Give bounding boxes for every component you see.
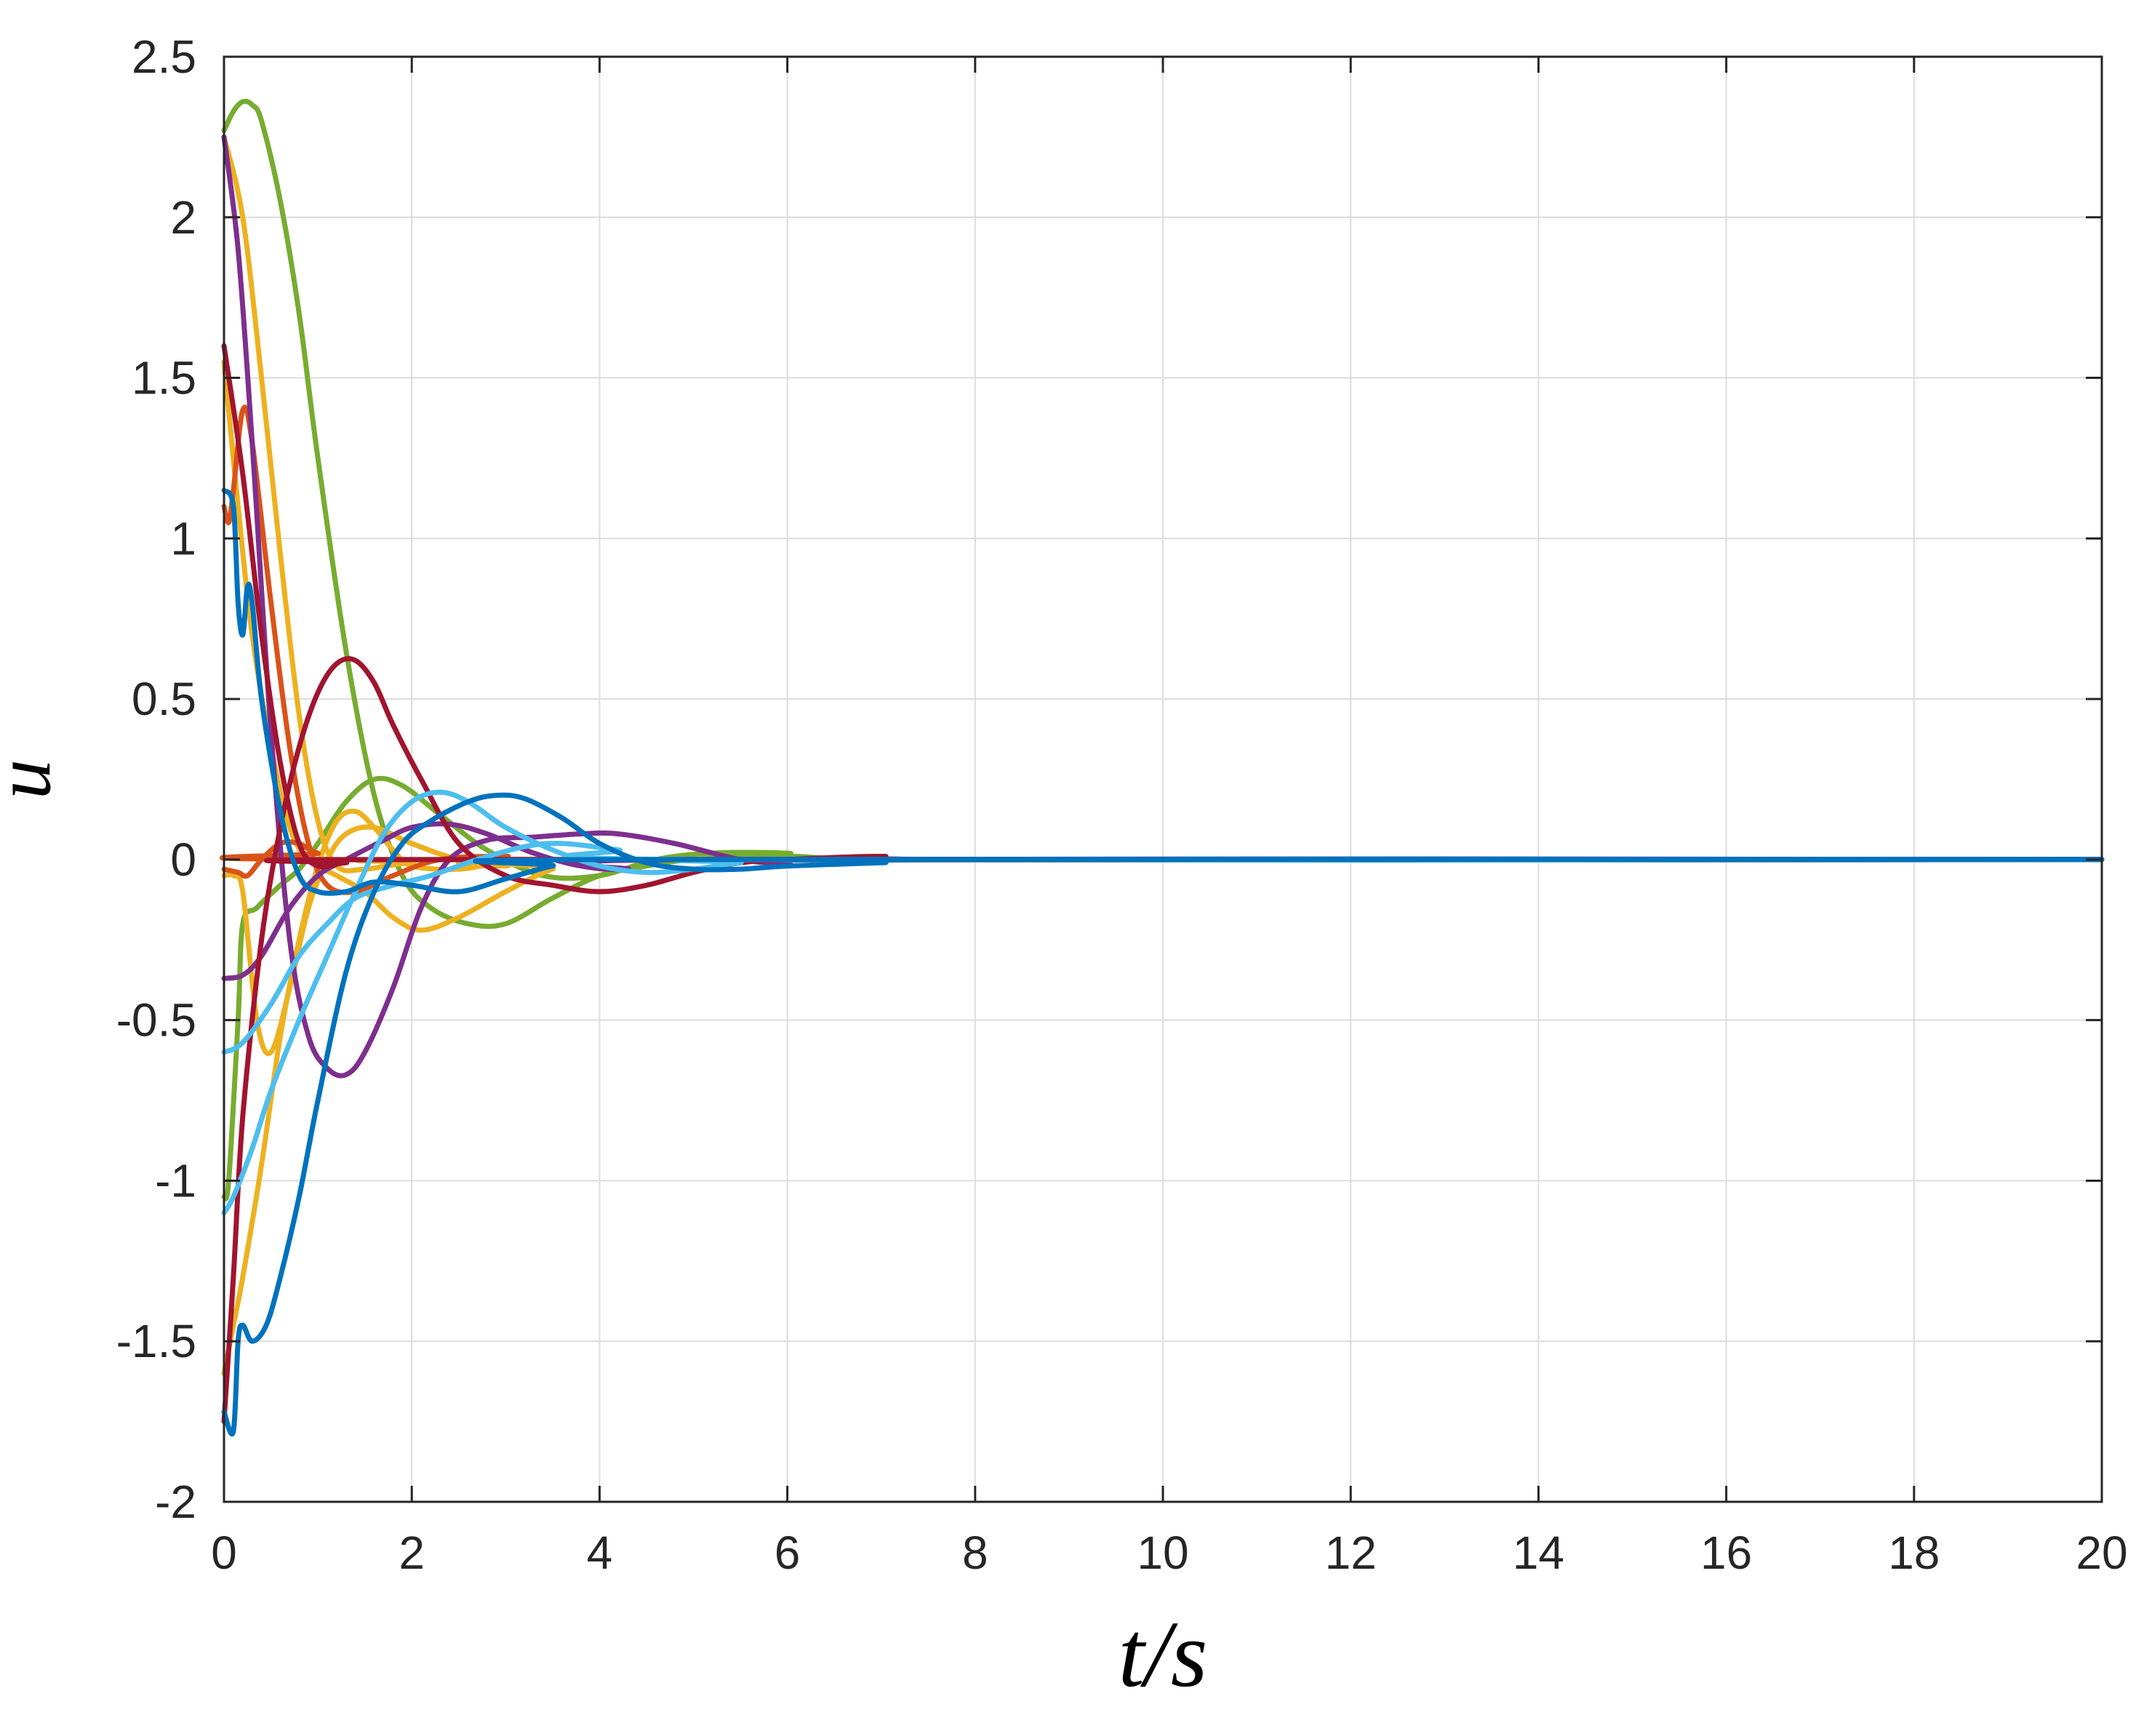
y-tick-label: -2 <box>155 1476 196 1528</box>
x-axis-label: t/s <box>1119 1602 1208 1707</box>
x-tick-label: 20 <box>2076 1527 2127 1579</box>
x-tick-label: 4 <box>587 1527 613 1579</box>
tick-marks <box>223 55 2103 1503</box>
y-tick-label: 1 <box>170 512 196 564</box>
y-tick-label: 1.5 <box>132 352 196 404</box>
y-tick-label: 2 <box>170 191 196 244</box>
grid-lines <box>223 56 2103 1503</box>
x-tick-label: 8 <box>962 1527 988 1579</box>
x-tick-labels: 0 2 4 6 8 10 12 14 16 18 20 <box>211 1527 2127 1579</box>
x-tick-label: 12 <box>1325 1527 1377 1579</box>
x-tick-label: 2 <box>399 1527 425 1579</box>
x-tick-label: 18 <box>1888 1527 1940 1579</box>
series-layer <box>219 98 2105 1437</box>
y-tick-label: -1 <box>155 1154 196 1207</box>
y-tick-label: 0.5 <box>132 673 196 725</box>
y-axis-label: u <box>0 759 67 799</box>
x-tick-label: 10 <box>1137 1527 1188 1579</box>
x-tick-label: 14 <box>1513 1527 1564 1579</box>
y-tick-label: 0 <box>170 833 196 886</box>
y-tick-label: 2.5 <box>132 31 196 83</box>
series-line <box>221 792 2105 1437</box>
x-tick-label: 16 <box>1700 1527 1752 1579</box>
series-line <box>221 487 2105 896</box>
y-tick-labels: -2 -1.5 -1 -0.5 0 0.5 1 1.5 2 2.5 <box>116 31 196 1528</box>
y-tick-label: -0.5 <box>116 994 196 1047</box>
x-tick-label: 0 <box>211 1527 237 1579</box>
y-tick-label: -1.5 <box>116 1315 196 1367</box>
x-tick-label: 6 <box>775 1527 801 1579</box>
